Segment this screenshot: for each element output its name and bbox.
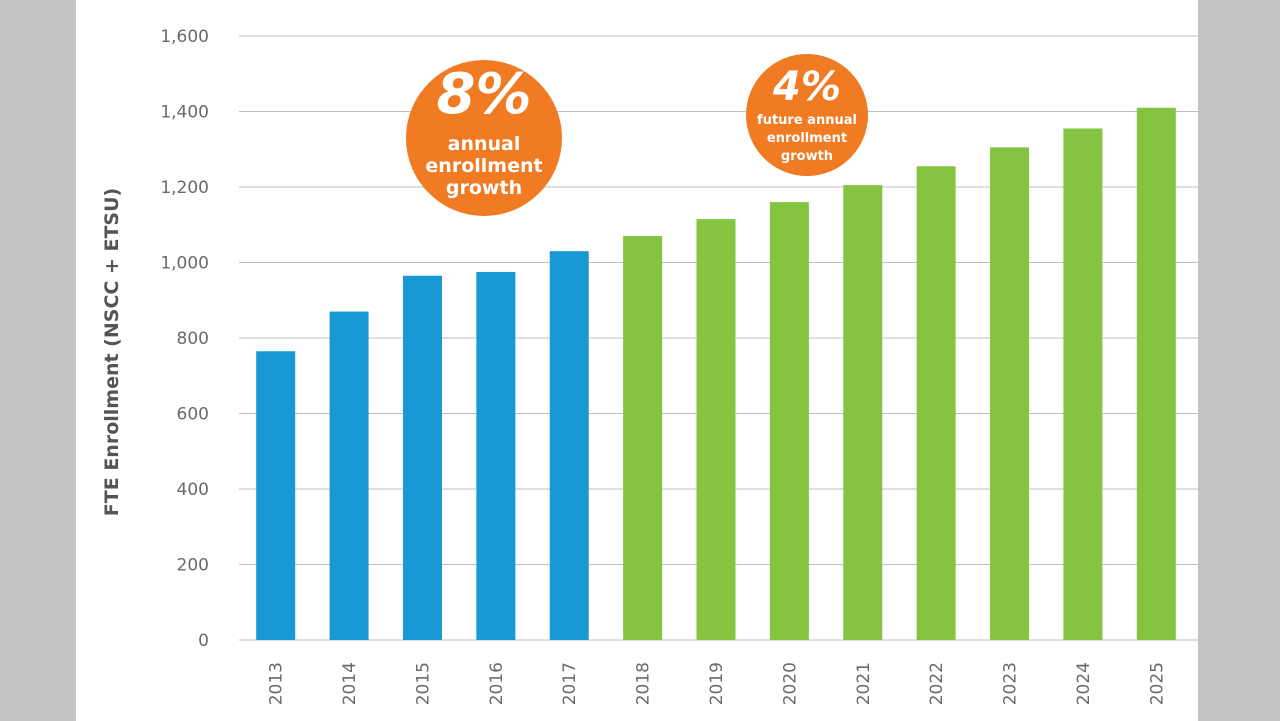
y-tick-label: 400	[177, 480, 209, 500]
y-tick-label: 1,600	[160, 27, 209, 47]
x-tick-label: 2017	[560, 662, 580, 705]
y-tick-label: 200	[177, 556, 209, 576]
y-tick-label: 1,200	[160, 178, 209, 198]
badge-percent: 8%	[436, 62, 531, 127]
x-tick-label: 2025	[1147, 662, 1167, 705]
x-tick-label: 2023	[1001, 662, 1021, 705]
y-tick-label: 0	[198, 631, 209, 651]
growth-badge	[406, 60, 562, 216]
bar	[990, 147, 1030, 641]
bar	[476, 271, 516, 640]
badge-caption-line: growth	[446, 177, 522, 199]
x-tick-label: 2015	[413, 662, 433, 705]
x-tick-label: 2019	[707, 662, 727, 705]
y-tick-label: 600	[177, 405, 209, 425]
chart-panel: 0 200 400 600 800 1,000 1,200 1,400 1,600 FTE Enr…	[76, 0, 1198, 721]
bar	[402, 275, 442, 640]
bar	[769, 202, 809, 640]
x-tick-label: 2013	[267, 662, 287, 705]
badge-caption-line: growth	[781, 149, 833, 164]
bar	[1063, 128, 1103, 641]
badge-caption-line: future annual	[757, 113, 857, 128]
y-tick-label: 1,400	[160, 103, 209, 123]
bar	[256, 351, 296, 640]
bar	[329, 311, 369, 640]
badge-caption-line: enrollment	[425, 155, 542, 177]
x-tick-label: 2016	[487, 662, 507, 705]
badge-caption-line: enrollment	[767, 131, 847, 146]
x-tick-label: 2022	[927, 662, 947, 705]
growth-badge	[746, 54, 868, 176]
y-tick-label: 800	[177, 329, 209, 349]
y-axis-title: FTE Enrollment (NSCC + ETSU)	[101, 188, 123, 516]
bar	[1136, 107, 1176, 641]
bar	[843, 185, 883, 641]
bar-chart: 0 200 400 600 800 1,000 1,200 1,400 1,600 FTE Enr…	[101, 27, 1198, 705]
x-tick-label: 2020	[780, 662, 800, 705]
bar	[696, 219, 736, 640]
bar	[549, 251, 589, 641]
x-tick-label: 2014	[340, 662, 360, 705]
badge-percent: 4%	[772, 64, 841, 110]
x-tick-label: 2018	[634, 662, 654, 705]
x-tick-label: 2021	[854, 662, 874, 705]
badge-caption-line: annual	[448, 133, 521, 155]
bar	[916, 166, 956, 641]
x-tick-label: 2024	[1074, 662, 1094, 705]
bar	[623, 236, 663, 640]
y-tick-label: 1,000	[160, 254, 209, 274]
